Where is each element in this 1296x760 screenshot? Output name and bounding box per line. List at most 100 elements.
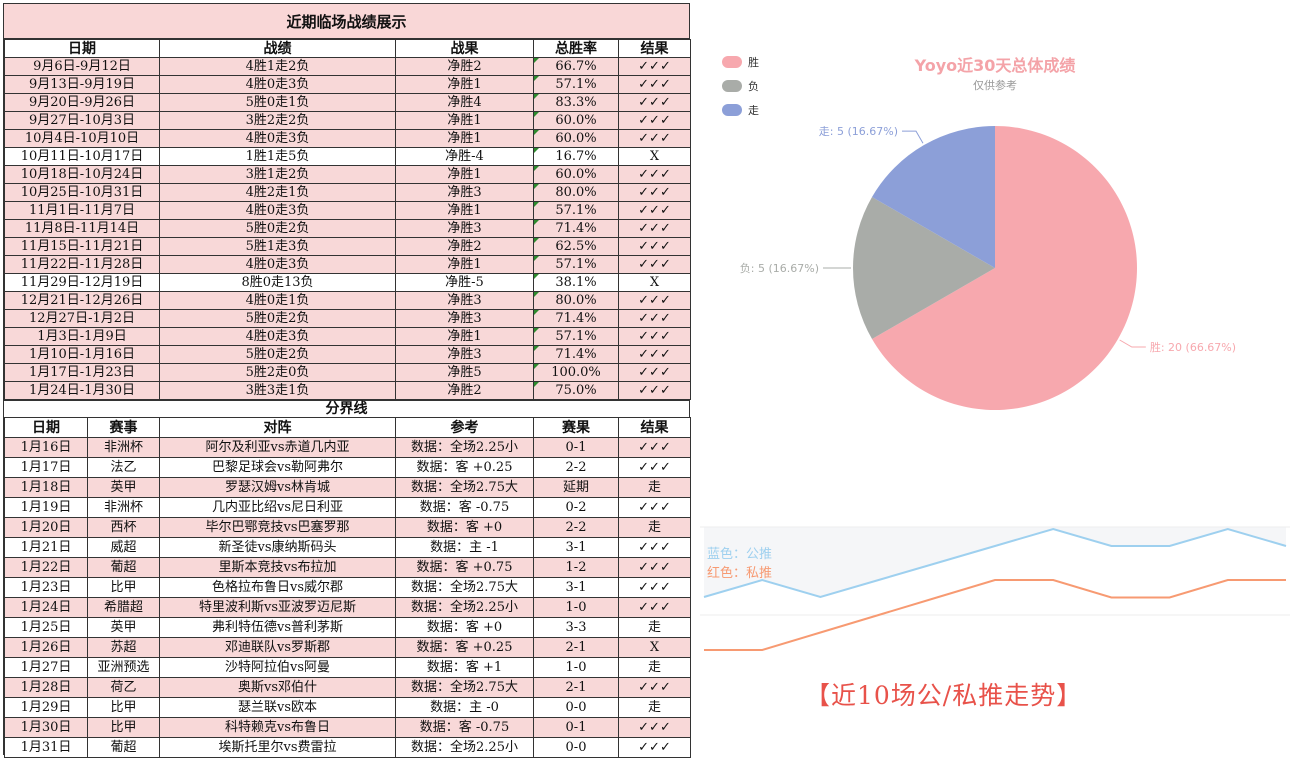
cell-score: 0-2 (533, 497, 619, 518)
column-header: 战果 (395, 39, 534, 58)
weekly-row: 10月18日-10月24日 3胜1走2负 净胜1 60.0% ✓✓✓ (4, 165, 691, 184)
cell-ref: 数据：客 +0 (395, 517, 534, 538)
cell-rate: 57.1% (533, 255, 619, 274)
cell-date: 1月18日 (4, 477, 88, 498)
cell-net: 净胜3 (395, 291, 534, 310)
cell-ref: 数据：客 +0.25 (395, 457, 534, 478)
match-row: 1月28日 荷乙 奥斯vs邓伯什 数据：全场2.75大 2-1 ✓✓✓ (4, 677, 691, 698)
cell-record: 5胜0走2负 (159, 345, 396, 364)
cell-result: X (618, 637, 691, 658)
cell-ref: 数据：客 +0.25 (395, 637, 534, 658)
weekly-row: 9月20日-9月26日 5胜0走1负 净胜4 83.3% ✓✓✓ (4, 93, 691, 112)
cell-score: 延期 (533, 477, 619, 498)
cell-match: 邓迪联队vs罗斯郡 (159, 637, 396, 658)
cell-match: 色格拉布鲁日vs威尔郡 (159, 577, 396, 598)
cell-result: ✓✓✓ (618, 597, 691, 618)
cell-league: 比甲 (87, 697, 160, 718)
divider-label: 分界线 (4, 400, 689, 418)
pie-chart: 胜: 20 (66.67%) 负: 5 (16.67%) 走: 5 (16.67%) (740, 125, 1236, 410)
cell-net: 净胜3 (395, 219, 534, 238)
cell-date: 10月18日-10月24日 (4, 165, 160, 184)
cell-rate: 16.7% (533, 147, 619, 166)
cell-match: 罗瑟汉姆vs林肯城 (159, 477, 396, 498)
cell-ref: 数据：客 +0 (395, 617, 534, 638)
column-header: 赛事 (87, 417, 160, 438)
weekly-row: 10月25日-10月31日 4胜2走1负 净胜3 80.0% ✓✓✓ (4, 183, 691, 202)
cell-league: 英甲 (87, 477, 160, 498)
cell-result: ✓✓✓ (618, 717, 691, 738)
pie-slice-1[interactable] (853, 197, 995, 339)
cell-record: 4胜2走1负 (159, 183, 396, 202)
legend-item-win[interactable]: 胜 (722, 50, 759, 74)
cell-rate: 60.0% (533, 129, 619, 148)
weekly-row: 9月27日-10月3日 3胜2走2负 净胜1 60.0% ✓✓✓ (4, 111, 691, 130)
pie-slice-0[interactable] (872, 126, 1137, 410)
cell-result: X (618, 147, 691, 166)
cell-league: 葡超 (87, 557, 160, 578)
pie-slice-2[interactable] (872, 126, 995, 268)
cell-result: ✓✓✓ (618, 557, 691, 578)
cell-league: 非洲杯 (87, 497, 160, 518)
cell-net: 净胜3 (395, 345, 534, 364)
cell-date: 1月24日-1月30日 (4, 381, 160, 400)
cell-league: 英甲 (87, 617, 160, 638)
match-row: 1月30日 比甲 科特赖克vs布鲁日 数据：客 -0.75 0-1 ✓✓✓ (4, 717, 691, 738)
cell-net: 净胜-4 (395, 147, 534, 166)
cell-ref: 数据：全场2.25小 (395, 437, 534, 458)
cell-date: 9月27日-10月3日 (4, 111, 160, 130)
cell-date: 1月25日 (4, 617, 88, 638)
pie-title: Yoyo近30天总体成绩 (914, 56, 1076, 75)
cell-ref: 数据：全场2.25小 (395, 597, 534, 618)
cell-match: 弗利特伍德vs普利茅斯 (159, 617, 396, 638)
cell-net: 净胜1 (395, 255, 534, 274)
cell-date: 12月27日-1月2日 (4, 309, 160, 328)
cell-result: ✓✓✓ (618, 165, 691, 184)
cell-match: 里斯本竞技vs布拉加 (159, 557, 396, 578)
column-header: 赛果 (533, 417, 619, 438)
match-row: 1月18日 英甲 罗瑟汉姆vs林肯城 数据：全场2.75大 延期走 (4, 477, 691, 498)
cell-record: 5胜2走0负 (159, 363, 396, 382)
weekly-row: 1月24日-1月30日 3胜3走1负 净胜2 75.0% ✓✓✓ (4, 381, 691, 400)
cell-rate: 100.0% (533, 363, 619, 382)
cell-net: 净胜2 (395, 381, 534, 400)
cell-score: 3-3 (533, 617, 619, 638)
cell-net: 净胜1 (395, 327, 534, 346)
weekly-row: 11月22日-11月28日 4胜0走3负 净胜1 57.1% ✓✓✓ (4, 255, 691, 274)
legend-item-lose[interactable]: 负 (722, 74, 759, 98)
weekly-row: 1月17日-1月23日 5胜2走0负 净胜5 100.0% ✓✓✓ (4, 363, 691, 382)
cell-date: 1月3日-1月9日 (4, 327, 160, 346)
cell-date: 1月31日 (4, 737, 88, 758)
cell-net: 净胜1 (395, 111, 534, 130)
cell-rate: 80.0% (533, 183, 619, 202)
cell-result: 走 (618, 617, 691, 638)
legend-item-push[interactable]: 走 (722, 98, 759, 122)
cell-date: 1月17日 (4, 457, 88, 478)
match-row: 1月27日 亚洲预选 沙特阿拉伯vs阿曼 数据：客 +1 1-0 走 (4, 657, 691, 678)
legend-pill-icon (722, 56, 742, 68)
match-row: 1月24日 希腊超 特里波利斯vs亚波罗迈尼斯 数据：全场2.25小 1-0 ✓✓✓ (4, 597, 691, 618)
cell-record: 4胜0走1负 (159, 291, 396, 310)
cell-score: 3-1 (533, 577, 619, 598)
cell-result: ✓✓✓ (618, 201, 691, 220)
cell-record: 3胜3走1负 (159, 381, 396, 400)
cell-result: 走 (618, 657, 691, 678)
cell-ref: 数据：客 -0.75 (395, 497, 534, 518)
match-row: 1月21日 威超 新圣徒vs康纳斯码头 数据：主 -1 3-1 ✓✓✓ (4, 537, 691, 558)
cell-date: 1月21日 (4, 537, 88, 558)
record-sheet: 近期临场战绩展示 日期 战绩 战果 总胜率 结果 9月6日-9月12日 4胜1走2负 净胜2 6… (3, 3, 691, 758)
cell-result: ✓✓✓ (618, 237, 691, 256)
pie-subtitle: 仅供参考 (973, 79, 1017, 92)
match-row: 1月25日 英甲 弗利特伍德vs普利茅斯 数据：客 +0 3-3 走 (4, 617, 691, 638)
cell-date: 11月29日-12月19日 (4, 273, 160, 292)
cell-result: ✓✓✓ (618, 737, 691, 758)
cell-date: 1月17日-1月23日 (4, 363, 160, 382)
cell-record: 5胜0走2负 (159, 309, 396, 328)
weekly-row: 1月3日-1月9日 4胜0走3负 净胜1 57.1% ✓✓✓ (4, 327, 691, 346)
cell-score: 0-1 (533, 437, 619, 458)
cell-net: 净胜1 (395, 201, 534, 220)
cell-league: 亚洲预选 (87, 657, 160, 678)
cell-score: 2-2 (533, 517, 619, 538)
cell-date: 10月25日-10月31日 (4, 183, 160, 202)
cell-score: 1-2 (533, 557, 619, 578)
cell-ref: 数据：主 -0 (395, 697, 534, 718)
